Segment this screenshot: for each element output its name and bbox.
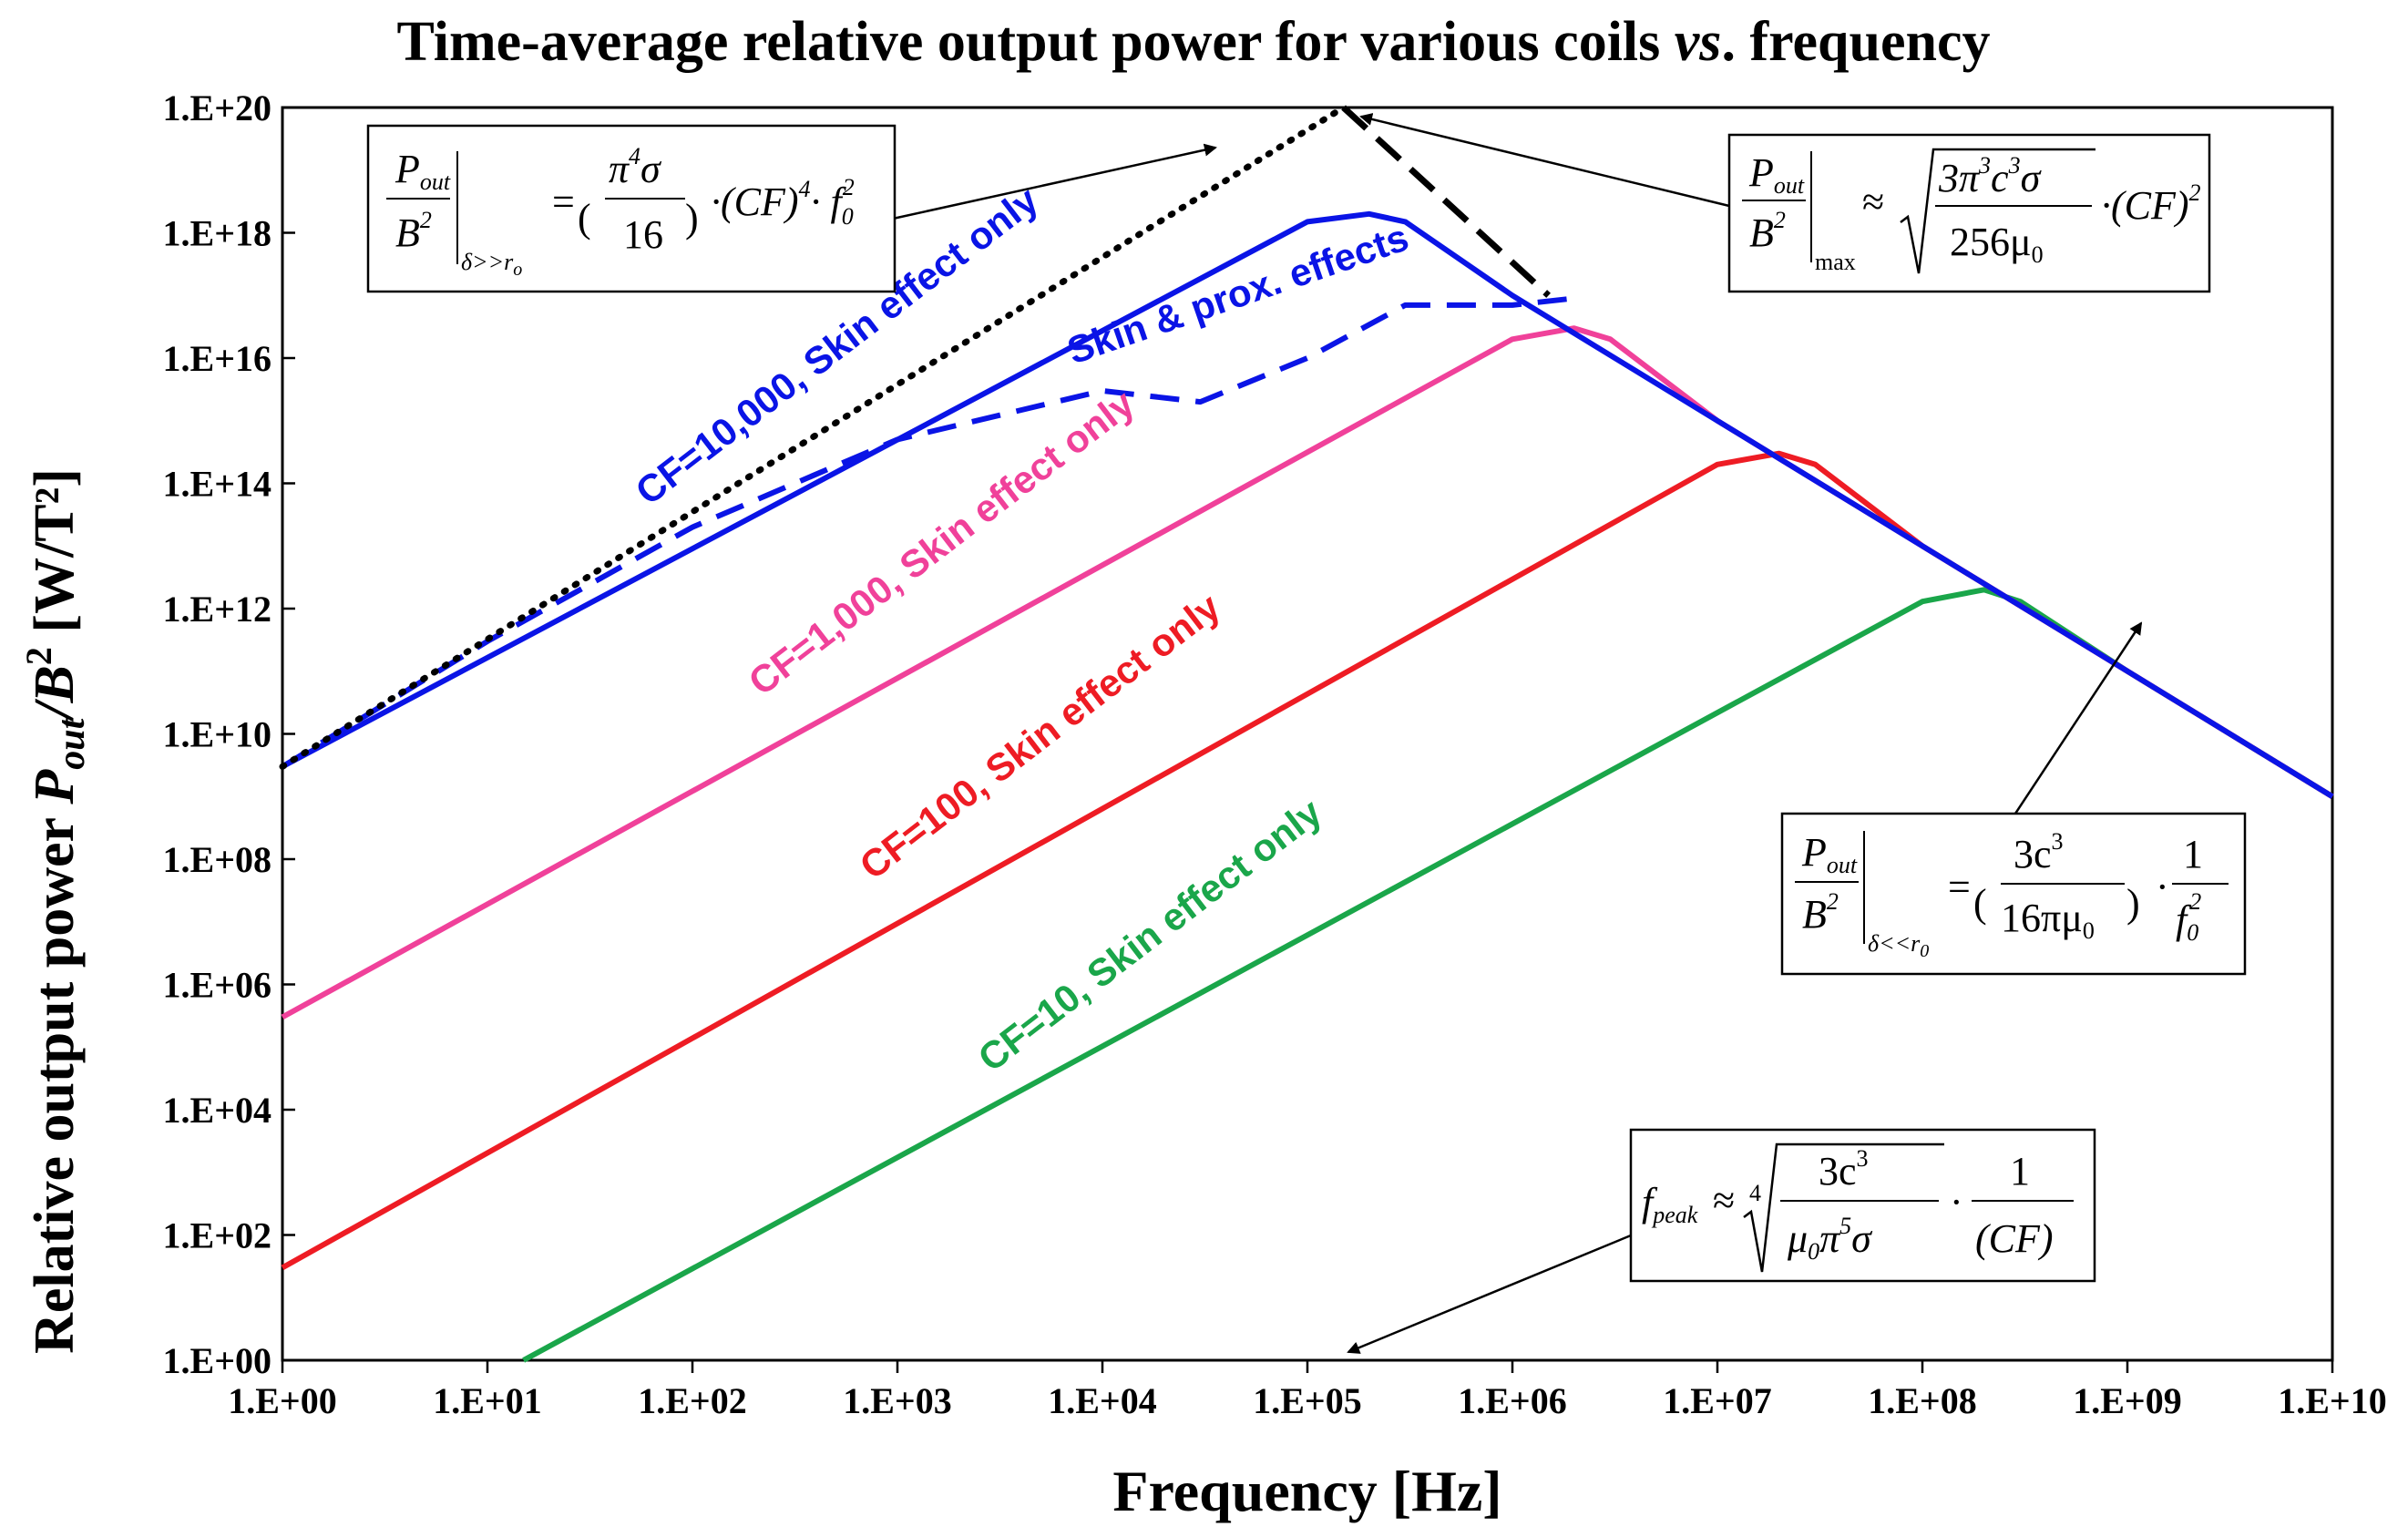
series-group xyxy=(279,104,2334,1363)
svg-text:≈: ≈ xyxy=(1862,179,1884,224)
svg-text:): ) xyxy=(2126,881,2140,926)
x-tick-label: 1.E+04 xyxy=(1048,1380,1156,1421)
y-axis: 1.E+00 1.E+02 1.E+04 1.E+06 1.E+08 1.E+10 1.E+… xyxy=(163,87,295,1381)
x-tick-label: 1.E+07 xyxy=(1663,1380,1771,1421)
series-line-skin-prox-effects xyxy=(281,295,1575,769)
svg-text:B2: B2 xyxy=(395,207,432,255)
svg-text:(: ( xyxy=(1973,881,1987,926)
svg-text:4: 4 xyxy=(1749,1180,1761,1206)
arrow-eq2 xyxy=(1359,113,1730,208)
svg-text:·(CF)2: ·(CF)2 xyxy=(2101,179,2201,228)
series-line-cf-10-000-skin-effect-only xyxy=(281,210,2334,799)
y-tick-label: 1.E+04 xyxy=(163,1090,272,1131)
svg-text:B2: B2 xyxy=(1802,888,1839,937)
svg-text:(CF): (CF) xyxy=(1975,1216,2054,1261)
equation-box-asymptote-high: Pout B2 δ<<r0 = ( 3c3 16πμ0 ) · 1 f02 xyxy=(1780,812,2247,976)
y-tick-label: 1.E+18 xyxy=(163,213,272,254)
y-tick-label: 1.E+14 xyxy=(163,464,272,505)
svg-text:·(CF)4· f02: ·(CF)4· f02 xyxy=(711,174,855,230)
y-tick-label: 1.E+12 xyxy=(163,589,272,630)
x-tick-label: 1.E+09 xyxy=(2073,1380,2181,1421)
svg-text:δ>>ro: δ>>ro xyxy=(461,249,522,280)
svg-text:16: 16 xyxy=(623,212,663,257)
svg-text:μ0π5σ: μ0π5σ xyxy=(1787,1213,1873,1265)
label-skin-prox: Skin & prox. effects xyxy=(1062,215,1414,372)
x-tick-label: 1.E+01 xyxy=(433,1380,541,1421)
x-tick-label: 1.E+10 xyxy=(2278,1380,2386,1421)
svg-text:Pout: Pout xyxy=(1748,150,1805,199)
y-tick-label: 1.E+08 xyxy=(163,839,272,880)
svg-text:256μ0: 256μ0 xyxy=(1950,220,2044,268)
svg-text:≈: ≈ xyxy=(1713,1178,1735,1223)
x-tick-label: 1.E+08 xyxy=(1868,1380,1976,1421)
svg-text:f02: f02 xyxy=(2176,888,2201,946)
y-tick-label: 1.E+00 xyxy=(163,1340,272,1381)
y-tick-label: 1.E+06 xyxy=(163,965,272,1006)
svg-text:1: 1 xyxy=(2010,1149,2030,1194)
svg-text:·: · xyxy=(2156,865,2169,909)
arrow-eq1 xyxy=(892,143,1217,220)
x-tick-label: 1.E+00 xyxy=(228,1380,336,1421)
y-tick-label: 1.E+16 xyxy=(163,338,272,379)
arrow-eq4 xyxy=(1347,1234,1632,1354)
svg-text:=: = xyxy=(552,179,575,224)
y-tick-label: 1.E+02 xyxy=(163,1215,272,1256)
svg-text:1: 1 xyxy=(2183,832,2203,876)
series-line-asymptote-r0 xyxy=(279,104,1347,770)
x-tick-label: 1.E+03 xyxy=(843,1380,951,1421)
svg-text:π4σ: π4σ xyxy=(609,143,662,191)
chart-title: Time-average relative output power for v… xyxy=(397,11,1991,73)
label-cf10: CF=10, Skin effect only xyxy=(970,790,1330,1080)
arrow-eq3 xyxy=(2013,621,2143,815)
svg-text:(: ( xyxy=(578,196,591,241)
svg-text:δ<<r0: δ<<r0 xyxy=(1868,930,1929,961)
x-tick-label: 1.E+05 xyxy=(1253,1380,1361,1421)
series-line-asymptote-max xyxy=(1341,105,1551,298)
y-tick-label: 1.E+10 xyxy=(163,714,272,755)
svg-text:3c3: 3c3 xyxy=(1819,1145,1869,1194)
svg-text:·: · xyxy=(1950,1180,1963,1224)
svg-text:16πμ0: 16πμ0 xyxy=(2001,896,2095,944)
svg-text:=: = xyxy=(1948,865,1971,909)
x-axis: 1.E+00 1.E+01 1.E+02 1.E+03 1.E+04 1.E+05 1.E+… xyxy=(228,1360,2387,1421)
svg-text:Pout: Pout xyxy=(1801,830,1858,878)
x-axis-label: Frequency [Hz] xyxy=(1112,1459,1501,1523)
equation-box-fpeak: fpeak ≈ 4 3c3 μ0π5σ · 1 (CF) xyxy=(1629,1128,2096,1283)
equation-box-asymptote-low: Pout B2 δ>>ro = ( π4σ 16 ) ·(CF)4· f02 xyxy=(366,124,897,293)
svg-text:max: max xyxy=(1815,249,1856,275)
y-tick-label: 1.E+20 xyxy=(163,87,272,128)
svg-text:): ) xyxy=(685,196,699,241)
y-axis-label: Relative output power Pout/B2 [W/T²] xyxy=(18,468,93,1354)
equation-box-max: Pout B2 max ≈ 3π3c3σ 256μ0 ·(CF)2 xyxy=(1727,133,2211,293)
x-tick-label: 1.E+06 xyxy=(1458,1380,1566,1421)
svg-text:3c3: 3c3 xyxy=(2013,828,2064,876)
svg-text:3π3c3σ: 3π3c3σ xyxy=(1938,152,2043,200)
svg-text:B2: B2 xyxy=(1749,207,1786,255)
x-tick-label: 1.E+02 xyxy=(638,1380,746,1421)
svg-text:Pout: Pout xyxy=(395,147,451,195)
